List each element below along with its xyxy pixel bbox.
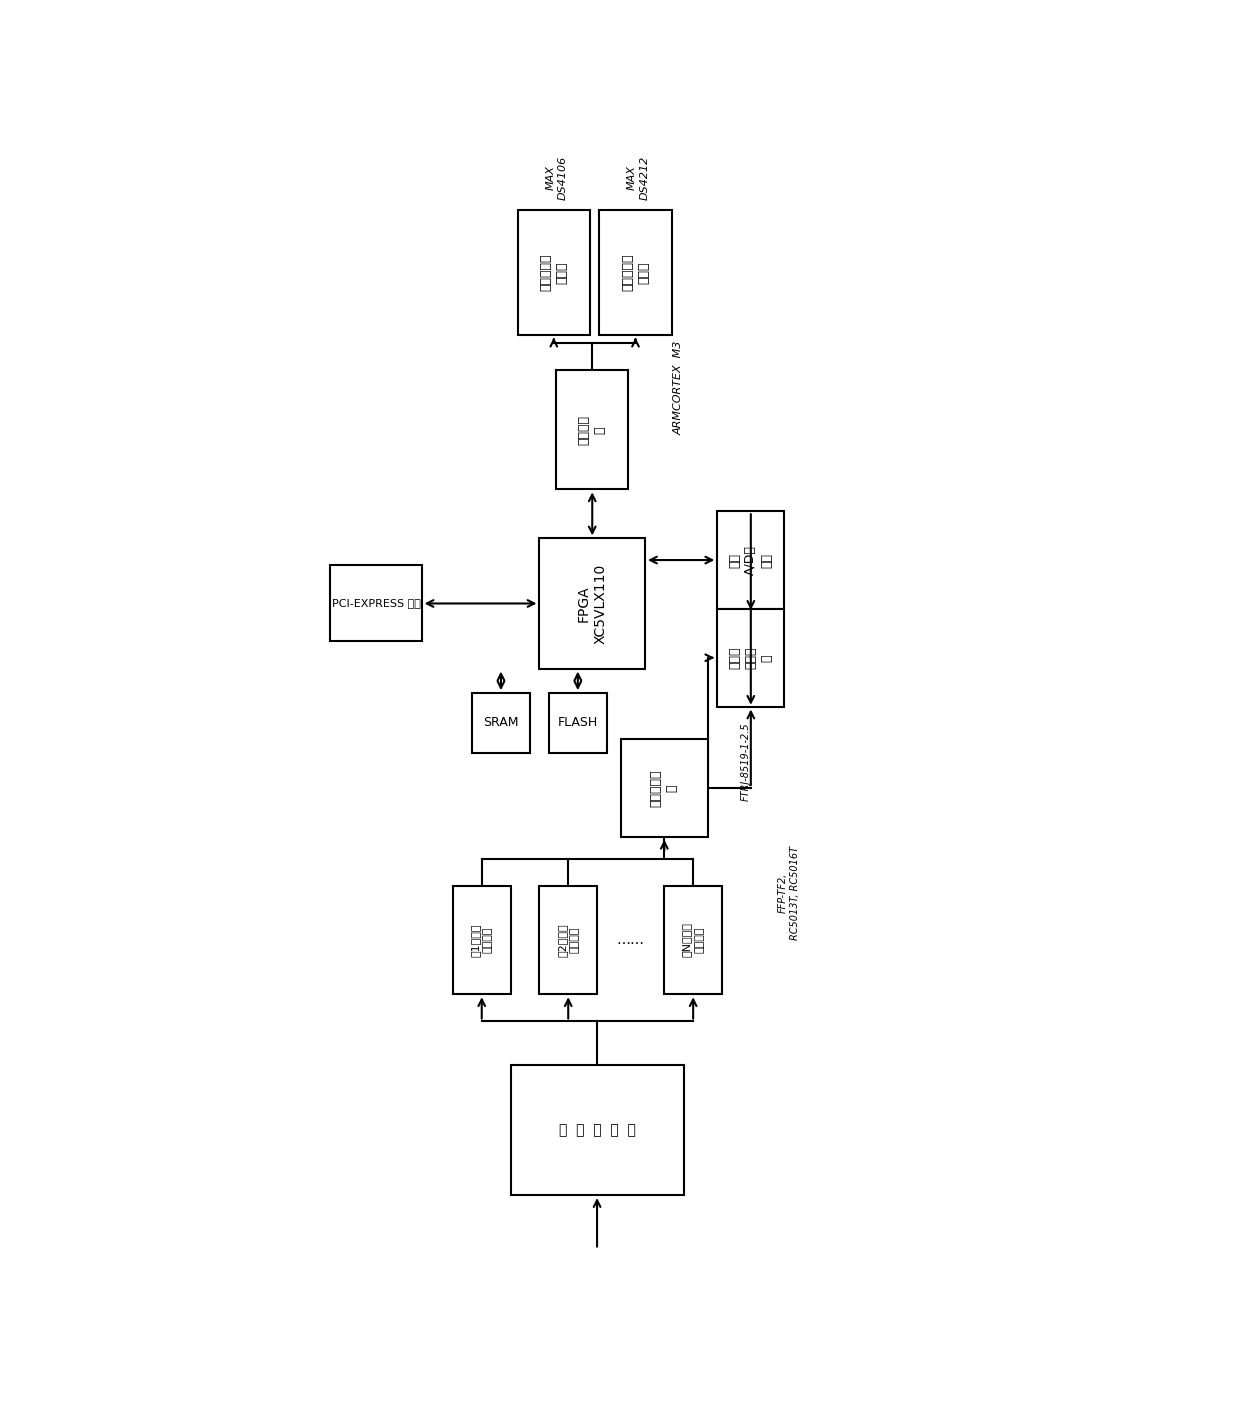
Bar [472,694,529,753]
Bar [717,609,785,706]
Text: FFP-TF2,
RC5013T, RC5016T: FFP-TF2, RC5013T, RC5016T [777,846,801,940]
Bar [330,565,422,642]
Bar [665,885,722,994]
Bar [453,885,511,994]
Text: PCI-EXPRESS 接口: PCI-EXPRESS 接口 [331,598,420,609]
Bar [549,694,606,753]
Text: ARMCORTEX  M3: ARMCORTEX M3 [673,341,683,436]
Text: 多路接
收放大
器: 多路接 收放大 器 [728,647,774,668]
Text: 第2光纤可
调滤波器: 第2光纤可 调滤波器 [557,924,579,957]
Text: FTRJ-8519-1-2.5: FTRJ-8519-1-2.5 [742,722,751,801]
Text: 第一参考时
钟芯片: 第一参考时 钟芯片 [539,254,568,290]
Text: 第二参考时
钟芯片: 第二参考时 钟芯片 [621,254,650,290]
Text: ……: …… [616,933,645,948]
Bar [599,210,672,334]
Text: 多路光收发
器: 多路光收发 器 [650,770,678,807]
Bar [511,1065,683,1196]
Text: FPGA
XC5VLX110: FPGA XC5VLX110 [577,564,608,643]
Text: MAX
DS4212: MAX DS4212 [627,155,650,200]
Text: MAX
DS4106: MAX DS4106 [546,155,568,200]
Text: FLASH: FLASH [558,716,598,729]
Text: 光  纤  分  光  器: 光 纤 分 光 器 [559,1122,635,1136]
Bar [539,885,598,994]
Bar [621,739,708,838]
Text: 第1光纤可
调滤波器: 第1光纤可 调滤波器 [470,924,494,957]
Bar [717,512,785,609]
Text: 第N光纤可
调滤波器: 第N光纤可 调滤波器 [682,922,704,957]
Bar [518,210,590,334]
Bar [557,369,629,489]
Text: 中央处理
器: 中央处理 器 [578,415,606,444]
Text: 多路
A/D转
换器: 多路 A/D转 换器 [728,546,774,575]
Text: SRAM: SRAM [484,716,518,729]
Bar [539,539,645,668]
